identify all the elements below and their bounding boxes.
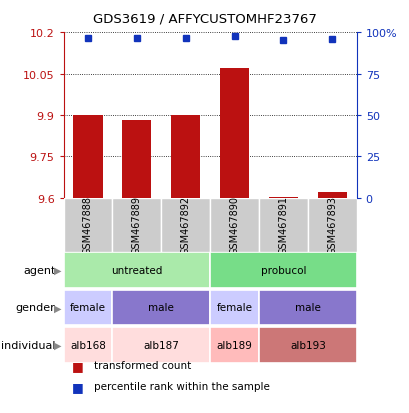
Bar bbox=[307, 198, 356, 252]
Text: probucol: probucol bbox=[260, 266, 306, 275]
Bar bbox=[209, 327, 258, 363]
Text: GSM467892: GSM467892 bbox=[180, 196, 190, 254]
Text: ▶: ▶ bbox=[54, 303, 61, 313]
Bar bbox=[209, 290, 258, 325]
Bar bbox=[63, 327, 112, 363]
Bar bbox=[209, 253, 356, 288]
Bar bbox=[161, 198, 210, 252]
Text: transformed count: transformed count bbox=[94, 361, 191, 370]
Text: female: female bbox=[216, 303, 252, 313]
Text: ▶: ▶ bbox=[54, 340, 61, 350]
Text: GSM467888: GSM467888 bbox=[83, 196, 93, 254]
Bar bbox=[258, 198, 307, 252]
Text: ■: ■ bbox=[72, 380, 83, 393]
Text: untreated: untreated bbox=[111, 266, 162, 275]
Text: GSM467889: GSM467889 bbox=[132, 196, 142, 254]
Text: GSM467890: GSM467890 bbox=[229, 196, 239, 254]
Bar bbox=[171, 116, 200, 198]
Bar bbox=[219, 69, 249, 198]
Bar bbox=[73, 116, 102, 198]
Bar bbox=[63, 198, 112, 252]
Text: female: female bbox=[70, 303, 106, 313]
Bar bbox=[258, 327, 356, 363]
Bar bbox=[112, 290, 209, 325]
Text: ■: ■ bbox=[72, 359, 83, 372]
Text: alb187: alb187 bbox=[143, 340, 179, 350]
Bar bbox=[112, 327, 209, 363]
Text: GSM467891: GSM467891 bbox=[278, 196, 288, 254]
Text: GSM467893: GSM467893 bbox=[326, 196, 337, 254]
Text: male: male bbox=[294, 303, 320, 313]
Text: individual: individual bbox=[1, 340, 55, 350]
Text: gender: gender bbox=[16, 303, 55, 313]
Text: male: male bbox=[148, 303, 174, 313]
Text: agent: agent bbox=[23, 266, 55, 275]
Bar bbox=[258, 290, 356, 325]
Text: ▶: ▶ bbox=[54, 266, 61, 275]
Bar bbox=[112, 198, 161, 252]
Text: percentile rank within the sample: percentile rank within the sample bbox=[94, 381, 270, 391]
Text: alb193: alb193 bbox=[289, 340, 325, 350]
Bar bbox=[63, 290, 112, 325]
Bar bbox=[63, 253, 209, 288]
Text: GDS3619 / AFFYCUSTOMHF23767: GDS3619 / AFFYCUSTOMHF23767 bbox=[93, 12, 316, 25]
Bar bbox=[317, 193, 346, 198]
Text: alb168: alb168 bbox=[70, 340, 106, 350]
Bar bbox=[209, 198, 258, 252]
Text: alb189: alb189 bbox=[216, 340, 252, 350]
Bar bbox=[122, 121, 151, 198]
